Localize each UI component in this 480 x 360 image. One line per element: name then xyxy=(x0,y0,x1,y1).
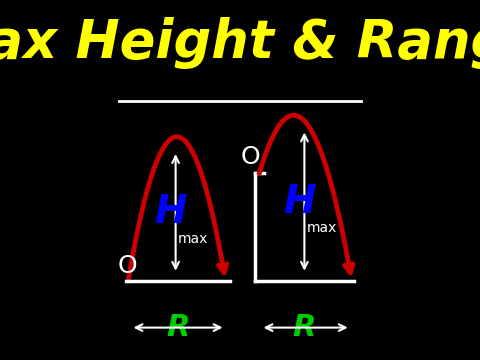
Text: R: R xyxy=(293,313,316,342)
Text: O: O xyxy=(241,145,261,168)
Text: O: O xyxy=(117,255,137,278)
Text: H: H xyxy=(155,193,187,231)
Text: max: max xyxy=(307,221,337,235)
Text: H: H xyxy=(283,183,316,221)
Text: Max Height & Range: Max Height & Range xyxy=(0,17,480,69)
Text: max: max xyxy=(178,232,208,246)
Text: R: R xyxy=(166,313,190,342)
